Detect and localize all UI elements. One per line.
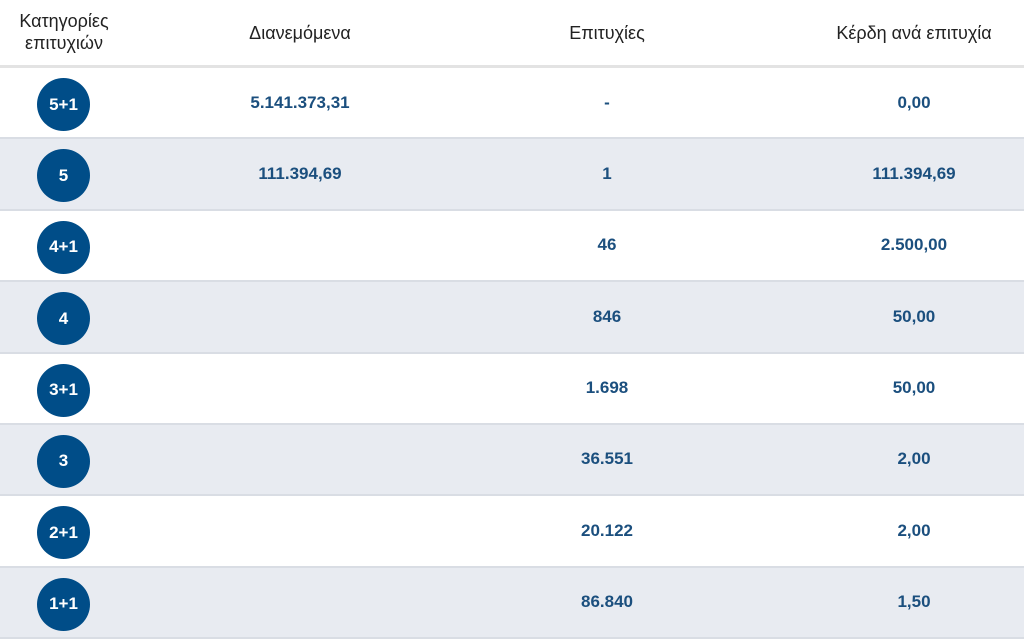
table-body: 5+1 5.141.373,31 - 0,00 5 111.394,69 1 1… [0, 68, 1024, 639]
table-row: 5 111.394,69 1 111.394,69 [0, 139, 1024, 211]
distributed-cell [200, 282, 400, 351]
table-row: 2+1 20.122 2,00 [0, 496, 1024, 568]
winners-cell: 36.551 [581, 449, 633, 469]
category-badge: 4 [37, 292, 90, 346]
category-badge: 4+1 [37, 220, 90, 274]
distributed-cell [200, 568, 400, 637]
distributed-cell [200, 425, 400, 494]
winners-cell: - [604, 92, 610, 112]
header-categories: Κατηγορίες επιτυχιών [19, 11, 109, 53]
header-distributed: Διανεμόμενα [249, 23, 351, 43]
winners-cell: 46 [597, 235, 617, 255]
header-prize-per-winner: Κέρδη ανά επιτυχία [836, 23, 992, 43]
category-badge: 2+1 [37, 506, 90, 560]
distributed-cell: 5.141.373,31 [250, 92, 350, 112]
prize-cell: 2,00 [897, 520, 931, 540]
prize-cell: 2,00 [897, 449, 931, 469]
winners-cell: 1.698 [585, 378, 629, 398]
category-badge: 5+1 [37, 78, 90, 131]
prize-cell: 2.500,00 [880, 235, 948, 255]
distributed-cell: 111.394,69 [258, 163, 342, 183]
prize-cell: 50,00 [892, 378, 936, 398]
table-row: 3+1 1.698 50,00 [0, 353, 1024, 425]
winners-cell: 20.122 [581, 520, 633, 540]
distributed-cell [200, 211, 400, 280]
prize-cell: 1,50 [897, 592, 931, 612]
table-row: 3 36.551 2,00 [0, 424, 1024, 497]
table-header: Κατηγορίες επιτυχιών Διανεμόμενα Επιτυχί… [0, 0, 1024, 68]
header-winners: Επιτυχίες [569, 23, 645, 43]
category-badge: 5 [37, 149, 90, 203]
distributed-cell [200, 354, 400, 423]
category-badge: 3 [37, 434, 90, 488]
category-badge: 1+1 [37, 577, 90, 631]
prize-cell: 111.394,69 [872, 163, 956, 183]
winners-cell: 846 [592, 306, 622, 326]
prize-cell: 50,00 [892, 306, 936, 326]
winners-cell: 1 [602, 163, 612, 183]
table-row: 4+1 46 2.500,00 [0, 210, 1024, 283]
category-badge: 3+1 [37, 363, 90, 417]
prize-cell: 0,00 [897, 92, 931, 112]
table-row: 5+1 5.141.373,31 - 0,00 [0, 68, 1024, 140]
winners-cell: 86.840 [581, 592, 633, 612]
distributed-cell [200, 496, 400, 565]
table-row: 4 846 50,00 [0, 282, 1024, 354]
table-row: 1+1 86.840 1,50 [0, 567, 1024, 639]
